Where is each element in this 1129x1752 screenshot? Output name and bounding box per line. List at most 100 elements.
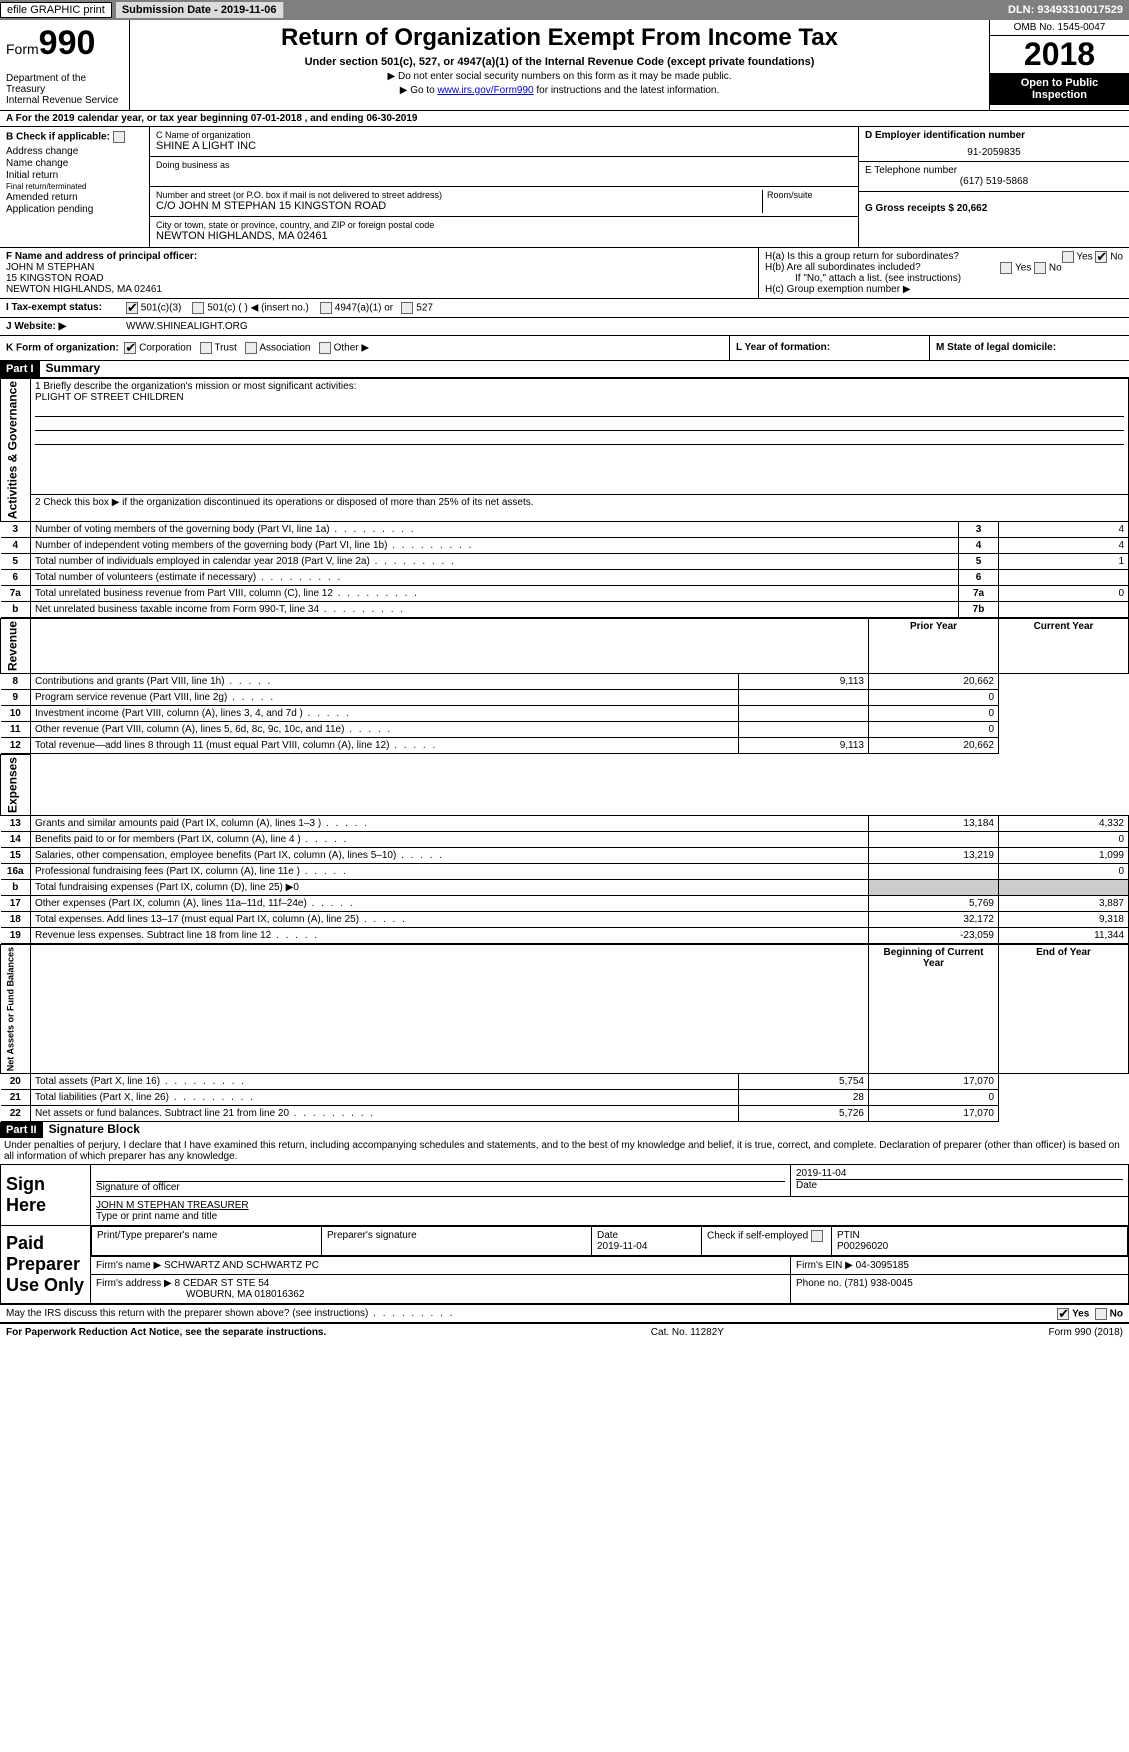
irs-link[interactable]: www.irs.gov/Form990	[437, 85, 533, 96]
footer-left: For Paperwork Reduction Act Notice, see …	[6, 1327, 326, 1338]
summary-table: Activities & Governance 1 Briefly descri…	[0, 378, 1129, 618]
line-desc: Total number of volunteers (estimate if …	[31, 570, 959, 586]
dln-number: DLN: 93493310017529	[1008, 4, 1129, 16]
section-bcd: B Check if applicable: Address change Na…	[0, 127, 1129, 248]
ha-no[interactable]	[1095, 251, 1107, 263]
city-label: City or town, state or province, country…	[156, 220, 852, 230]
line-num: 12	[1, 738, 31, 754]
firm-addr2: WOBURN, MA 018016362	[96, 1289, 304, 1300]
main-title: Return of Organization Exempt From Incom…	[134, 24, 985, 52]
hc-group-exempt: H(c) Group exemption number ▶	[765, 284, 1123, 295]
line-num: 7a	[1, 586, 31, 602]
current-value	[999, 880, 1129, 896]
ha-yes[interactable]	[1062, 251, 1074, 263]
prior-value	[739, 722, 869, 738]
hb-note: If "No," attach a list. (see instruction…	[765, 273, 1123, 284]
ein-label: D Employer identification number	[865, 130, 1123, 141]
vert-netassets: Net Assets or Fund Balances	[1, 945, 31, 1074]
form-prefix: Form	[6, 41, 39, 57]
line-desc: Benefits paid to or for members (Part IX…	[31, 832, 869, 848]
chk-501c[interactable]	[192, 302, 204, 314]
ssn-note: ▶ Do not enter social security numbers o…	[134, 71, 985, 82]
sign-here-label: Sign Here	[1, 1165, 91, 1226]
mission-text: PLIGHT OF STREET CHILDREN	[35, 392, 184, 403]
phone-label: E Telephone number	[865, 165, 1123, 176]
sig-date: 2019-11-04	[796, 1168, 1123, 1179]
line-small-num: 5	[959, 554, 999, 570]
current-value: 0	[999, 832, 1129, 848]
line-value	[999, 602, 1129, 618]
line-desc: Total unrelated business revenue from Pa…	[31, 586, 959, 602]
officer-city: NEWTON HIGHLANDS, MA 02461	[6, 284, 752, 295]
paid-preparer-label: Paid Preparer Use Only	[1, 1226, 91, 1304]
room-label: Room/suite	[767, 190, 852, 200]
line-num: 22	[1, 1106, 31, 1122]
prior-value: 9,113	[739, 674, 869, 690]
state-domicile: M State of legal domicile:	[929, 336, 1129, 360]
prior-value	[739, 706, 869, 722]
current-value: 20,662	[869, 738, 999, 754]
chk-amended: Amended return	[6, 192, 143, 203]
chk-name-change: Name change	[6, 158, 143, 169]
chk-self-employed[interactable]	[811, 1230, 823, 1242]
firm-phone: (781) 938-0045	[844, 1278, 912, 1289]
chk-501c3[interactable]	[126, 302, 138, 314]
line-desc: Contributions and grants (Part VIII, lin…	[31, 674, 739, 690]
hdr-bocy: Beginning of Current Year	[869, 945, 999, 1074]
prior-value	[869, 864, 999, 880]
chk-initial-return: Initial return	[6, 170, 143, 181]
form-title: Return of Organization Exempt From Incom…	[130, 20, 989, 110]
line-num: 10	[1, 706, 31, 722]
vert-governance: Activities & Governance	[1, 379, 31, 522]
discuss-yes[interactable]	[1057, 1308, 1069, 1320]
current-value: 20,662	[869, 674, 999, 690]
footer-right: Form 990 (2018)	[1049, 1327, 1123, 1338]
chk-address-change: Address change	[6, 146, 143, 157]
line-small-num: 6	[959, 570, 999, 586]
chk-527[interactable]	[401, 302, 413, 314]
chk-corp[interactable]	[124, 342, 136, 354]
chk-4947[interactable]	[320, 302, 332, 314]
prior-value: 13,219	[869, 848, 999, 864]
type-name-label: Type or print name and title	[96, 1211, 1123, 1222]
line-desc: Total revenue—add lines 8 through 11 (mu…	[31, 738, 739, 754]
chk-assoc[interactable]	[245, 342, 257, 354]
chk-other[interactable]	[319, 342, 331, 354]
line-num: 17	[1, 896, 31, 912]
discuss-no[interactable]	[1095, 1308, 1107, 1320]
line-num: 6	[1, 570, 31, 586]
vert-revenue: Revenue	[1, 619, 31, 674]
website-value: WWW.SHINEALIGHT.ORG	[126, 321, 248, 332]
line-num: 21	[1, 1090, 31, 1106]
open-public-badge: Open to Public Inspection	[990, 73, 1129, 105]
current-value: 0	[869, 690, 999, 706]
form-990-number: 990	[39, 24, 96, 62]
year-formation: L Year of formation:	[729, 336, 929, 360]
bocy-value: 5,726	[739, 1106, 869, 1122]
chk-trust[interactable]	[200, 342, 212, 354]
form-header: Form990 Department of the TreasuryIntern…	[0, 20, 1129, 111]
line-num: 8	[1, 674, 31, 690]
eoy-value: 0	[869, 1090, 999, 1106]
discuss-row: May the IRS discuss this return with the…	[0, 1304, 1129, 1323]
footer-mid: Cat. No. 11282Y	[651, 1327, 724, 1338]
officer-name: JOHN M STEPHAN	[6, 262, 752, 273]
prep-sig-label: Preparer's signature	[322, 1227, 592, 1256]
hb-no[interactable]	[1034, 262, 1046, 274]
street-value: C/O JOHN M STEPHAN 15 KINGSTON ROAD	[156, 200, 762, 212]
line-num: b	[1, 880, 31, 896]
signature-block: Sign Here Signature of officer 2019-11-0…	[0, 1164, 1129, 1304]
line-desc: Net unrelated business taxable income fr…	[31, 602, 959, 618]
current-value: 0	[869, 722, 999, 738]
line-desc: Net assets or fund balances. Subtract li…	[31, 1106, 739, 1122]
officer-street: 15 KINGSTON ROAD	[6, 273, 752, 284]
line-desc: Total fundraising expenses (Part IX, col…	[31, 880, 869, 896]
part-1-header: Part ISummary	[0, 361, 1129, 378]
row-klm: K Form of organization: Corporation Trus…	[0, 336, 1129, 361]
chk-final-return: Final return/terminated	[6, 182, 143, 191]
prior-value: -23,059	[869, 928, 999, 944]
line-num: 20	[1, 1074, 31, 1090]
checkbox-applicable[interactable]	[113, 131, 125, 143]
current-value: 3,887	[999, 896, 1129, 912]
hb-yes[interactable]	[1000, 262, 1012, 274]
